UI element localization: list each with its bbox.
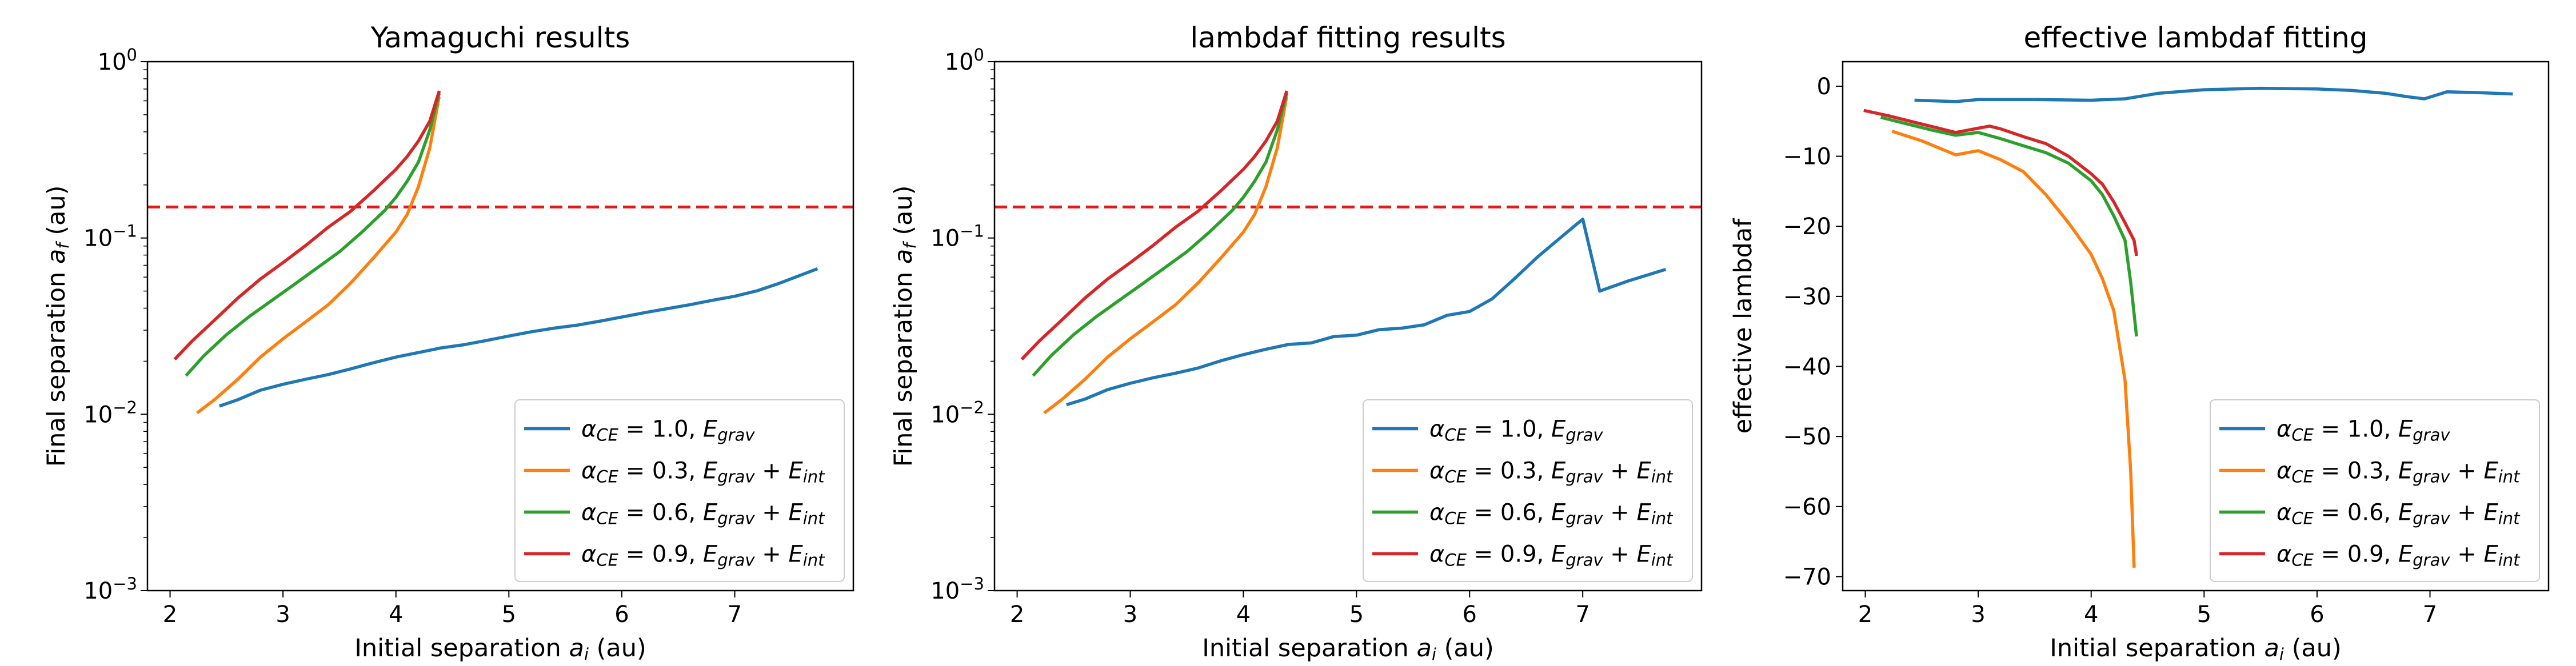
y-tick-label: −10 [1783, 144, 1831, 170]
chart-title: effective lambdaf fitting [2023, 21, 2367, 54]
legend-label-4: αCE = 0.9, Egrav + Eint [1429, 541, 1674, 570]
y-tick-label: 100 [98, 45, 137, 75]
x-tick-label: 5 [2197, 601, 2211, 628]
x-tick-label: 3 [275, 601, 290, 628]
legend: αCE = 1.0, Egrav αCE = 0.3, Egrav + Eint α… [514, 399, 845, 582]
legend-label-2: αCE = 0.3, Egrav + Eint [2277, 458, 2521, 487]
x-tick-label: 2 [1010, 601, 1024, 628]
x-tick-label: 3 [1123, 601, 1137, 628]
x-axis-label: Initial separation ai (au) [354, 634, 646, 664]
plot-data [995, 90, 1702, 415]
y-tick-label: 0 [1817, 74, 1831, 100]
series-line-2 [1891, 130, 2136, 568]
chart-title: Yamaguchi results [370, 21, 630, 54]
chart-panel-3: effective lambdaf fitting 2 3 4 5 6 7 0 −10 −20 −3… [1729, 21, 2550, 664]
x-axis-label: Initial separation ai (au) [1202, 634, 1493, 664]
y-tick-label: −30 [1783, 284, 1831, 310]
series-line-3 [185, 93, 441, 377]
legend-box [1363, 399, 1693, 582]
legend-label-2: αCE = 0.3, Egrav + Eint [1429, 458, 1674, 487]
axes-frame [993, 61, 1703, 592]
x-tick-label: 4 [1236, 601, 1251, 628]
y-tick-label: −40 [1783, 354, 1831, 380]
series-line-3 [1032, 93, 1288, 377]
legend: αCE = 1.0, Egrav αCE = 0.3, Egrav + Eint α… [1363, 399, 1693, 582]
legend-box [2210, 399, 2540, 582]
y-tick-label: 10−1 [930, 222, 984, 252]
y-axis-label: effective lambdaf [1729, 218, 1758, 434]
legend-label-3: αCE = 0.6, Egrav + Eint [1429, 500, 1674, 528]
y-tick-label: 100 [945, 45, 984, 75]
legend-label-2: αCE = 0.3, Egrav + Eint [581, 458, 825, 487]
series-line-1 [1914, 86, 2513, 103]
y-axis-label: Final separation af (au) [889, 186, 920, 467]
y-tick-label: −20 [1783, 214, 1831, 240]
legend-label-3: αCE = 0.6, Egrav + Eint [2277, 500, 2521, 528]
series-line-2 [196, 96, 441, 415]
y-tick-label: −50 [1783, 424, 1831, 450]
legend-label-1: αCE = 1.0, Egrav [2277, 416, 2450, 445]
x-tick-label: 7 [728, 601, 742, 628]
series-line-4 [1863, 109, 2138, 256]
legend-label-1: αCE = 1.0, Egrav [581, 416, 755, 445]
x-tick-label: 4 [389, 601, 403, 628]
legend-label-1: αCE = 1.0, Egrav [1429, 416, 1603, 445]
series-line-4 [1020, 90, 1289, 361]
y-tick-label: −60 [1783, 494, 1831, 520]
x-tick-label: 2 [1858, 601, 1872, 628]
x-tick-label: 3 [1971, 601, 1985, 628]
series-line-3 [1880, 115, 2138, 337]
x-tick-label: 6 [2310, 601, 2324, 628]
x-tick-label: 5 [1349, 601, 1364, 628]
x-tick-label: 7 [2423, 601, 2437, 628]
y-tick-label: 10−2 [930, 398, 984, 428]
y-tick-label: 10−3 [83, 574, 137, 604]
x-tick-label: 7 [1575, 601, 1589, 628]
legend-label-4: αCE = 0.9, Egrav + Eint [2277, 541, 2521, 570]
plot-data [147, 90, 853, 415]
x-tick-label: 6 [614, 601, 629, 628]
y-tick-label: 10−2 [83, 398, 137, 428]
x-tick-label: 6 [1463, 601, 1477, 628]
series-line-2 [1043, 96, 1288, 415]
series-line-1 [1066, 217, 1667, 407]
axes-frame [146, 61, 854, 592]
series-line-1 [218, 267, 818, 408]
x-tick-label: 2 [163, 601, 177, 628]
legend-label-3: αCE = 0.6, Egrav + Eint [581, 500, 825, 528]
legend: αCE = 1.0, Egrav αCE = 0.3, Egrav + Eint α… [2210, 399, 2540, 582]
y-axis-label: Final separation af (au) [42, 186, 73, 467]
x-tick-label: 4 [2084, 601, 2098, 628]
x-axis-label: Initial separation ai (au) [2050, 634, 2341, 664]
y-tick-label: 10−3 [930, 574, 984, 604]
chart-title: lambdaf fitting results [1190, 21, 1505, 54]
plot-data [1863, 86, 2513, 568]
chart-panel-1: Yamaguchi results 2 3 4 5 6 7 100 10−1 10−2 10−3 In… [42, 21, 854, 664]
y-tick-label: 10−1 [83, 222, 137, 252]
x-tick-label: 5 [502, 601, 516, 628]
legend-label-4: αCE = 0.9, Egrav + Eint [581, 541, 825, 570]
y-tick-label: −70 [1783, 564, 1831, 590]
axes-frame [1842, 61, 2550, 592]
legend-box [514, 399, 845, 582]
chart-panel-2: lambdaf fitting results 2 3 4 5 6 7 100 10−1 10−2… [889, 21, 1703, 664]
series-line-4 [173, 90, 441, 361]
